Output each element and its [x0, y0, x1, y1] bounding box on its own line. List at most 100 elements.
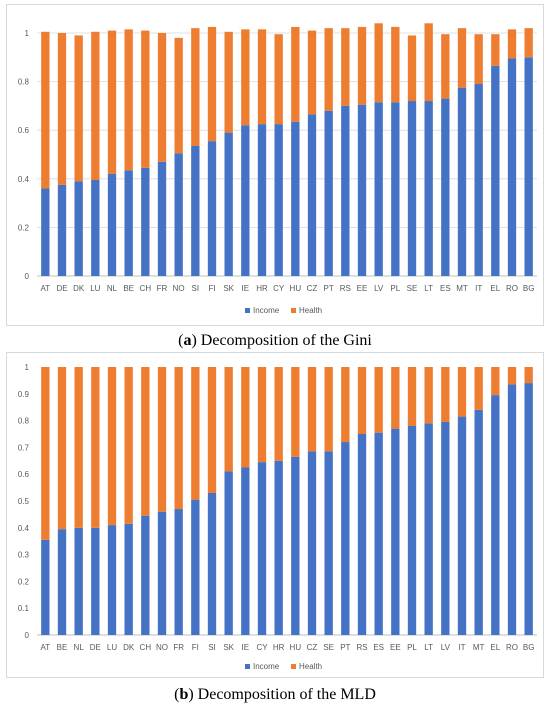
bar-income-mt	[457, 87, 467, 276]
x-tick-label: CH	[140, 643, 152, 652]
bar-health-nl	[74, 367, 83, 528]
bar-health-pt	[324, 28, 333, 111]
x-tick-label: IT	[475, 284, 482, 293]
x-tick-label: PT	[324, 284, 334, 293]
x-tick-label: SE	[407, 284, 418, 293]
legend-swatch-health	[291, 664, 296, 669]
bar-income-lu	[91, 180, 100, 276]
gini-chart: 0 0.2 0.4 0.6 0.8 1 AT DE DK LU NL BE CH FR NO SI FI SK IE…	[18, 23, 537, 315]
bar-income-de	[91, 527, 100, 635]
x-tick-label: AT	[41, 643, 51, 652]
bar-income-fr	[157, 161, 167, 276]
x-tick-label: FI	[208, 284, 215, 293]
bar-health-ie	[241, 367, 250, 468]
bar-income-cy	[274, 124, 283, 276]
bar-income-dk	[74, 181, 83, 276]
x-tick-label: HU	[290, 284, 302, 293]
bar-health-hr	[274, 367, 283, 461]
bar-income-ie	[241, 125, 250, 276]
x-tick-label: RS	[340, 284, 351, 293]
bar-income-hr	[257, 124, 267, 276]
bar-income-ch	[141, 515, 150, 635]
bar-income-el	[491, 65, 500, 277]
bar-health-lv	[441, 367, 450, 422]
bar-health-fi	[207, 26, 217, 142]
x-tick-label: LT	[424, 643, 433, 652]
bar-income-pl	[407, 425, 417, 635]
x-tick-label: LV	[441, 643, 451, 652]
bar-income-pl	[391, 102, 400, 276]
bar-income-rs	[357, 434, 367, 635]
bar-income-lt	[424, 423, 433, 635]
bar-income-cz	[307, 451, 317, 635]
bar-income-hu	[291, 456, 300, 635]
x-tick-label: LT	[424, 284, 433, 293]
x-tick-label: SI	[192, 284, 200, 293]
bar-health-si	[207, 367, 217, 493]
bar-income-pt	[324, 110, 333, 276]
bar-income-hr	[274, 460, 283, 635]
bar-health-cz	[307, 367, 317, 452]
bar-health-si	[191, 28, 200, 146]
x-tick-label: PL	[407, 643, 417, 652]
x-tick-label: MT	[473, 643, 485, 652]
x-tick-label: DK	[73, 284, 85, 293]
caption-mld-label: b	[179, 686, 189, 703]
bar-health-pt	[341, 367, 350, 443]
bar-health-hu	[291, 367, 300, 457]
x-tick-label: EL	[490, 643, 500, 652]
bar-health-mt	[457, 28, 467, 88]
x-tick-label: CH	[140, 284, 152, 293]
x-tick-label: PT	[340, 643, 350, 652]
x-tick-label: SE	[323, 643, 334, 652]
x-tick-label: BG	[523, 284, 535, 293]
bar-income-se	[324, 451, 333, 635]
bar-health-cz	[307, 30, 317, 115]
bar-income-fi	[207, 141, 217, 276]
x-tick-label: SI	[208, 643, 216, 652]
bar-health-fr	[157, 33, 167, 162]
bar-health-fr	[174, 367, 183, 510]
y-tick-label: 0	[25, 631, 30, 640]
bar-income-lu	[107, 525, 117, 635]
y-tick-label: 0.7	[18, 443, 30, 452]
x-tick-label: FR	[157, 284, 168, 293]
bar-income-ie	[241, 467, 250, 635]
bar-income-it	[457, 416, 467, 635]
y-tick-label: 0.2	[18, 223, 30, 232]
x-tick-label: SK	[223, 643, 234, 652]
bar-health-cy	[274, 34, 283, 125]
bar-health-de	[91, 367, 100, 528]
bar-health-se	[407, 35, 417, 102]
bar-health-bg	[524, 28, 533, 58]
caption-mld-text: Decomposition of the MLD	[193, 686, 376, 703]
x-tick-label: NO	[173, 284, 185, 293]
bar-health-be	[124, 29, 133, 171]
bar-health-hu	[291, 26, 300, 122]
bar-health-cy	[257, 367, 267, 463]
x-tick-label: NO	[156, 643, 168, 652]
bar-health-lv	[374, 23, 383, 103]
legend-label-health: Health	[299, 306, 322, 315]
chart-panel-gini: 0 0.2 0.4 0.6 0.8 1 AT DE DK LU NL BE CH FR NO SI FI SK IE…	[6, 4, 544, 326]
bar-health-be	[57, 367, 67, 530]
bar-health-lu	[107, 367, 117, 526]
y-tick-label: 0.1	[18, 604, 30, 613]
x-tick-label: NL	[107, 284, 118, 293]
bar-health-bg	[524, 367, 533, 384]
y-tick-label: 0.8	[18, 417, 30, 426]
x-tick-label: HU	[290, 643, 302, 652]
legend-label-income: Income	[253, 662, 280, 671]
bar-income-dk	[124, 523, 133, 635]
x-tick-label: RO	[506, 643, 518, 652]
bar-health-pl	[407, 367, 417, 426]
x-tick-label: RO	[506, 284, 518, 293]
caption-gini: (a) Decomposition of the Gini	[178, 332, 372, 349]
y-tick-label: 0.4	[18, 524, 30, 533]
bar-income-sk	[224, 471, 233, 635]
bar-income-se	[407, 101, 417, 276]
x-tick-label: SK	[223, 284, 234, 293]
bar-income-rs	[341, 105, 350, 277]
bar-health-hr	[257, 29, 267, 125]
y-tick-label: 0	[25, 272, 30, 281]
